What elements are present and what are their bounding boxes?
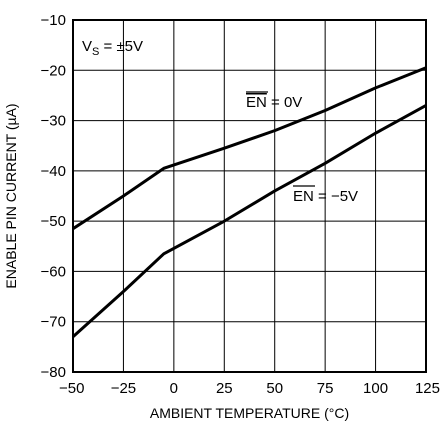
condition-subscript: S	[92, 46, 99, 58]
plot-frame	[72, 19, 427, 373]
x-tick-label: 50	[266, 380, 283, 397]
x-tick-label: 0	[170, 380, 178, 397]
x-tick-label: 100	[363, 380, 388, 397]
x-tick-label: −25	[111, 380, 136, 397]
x-axis-label: AMBIENT TEMPERATURE (°C)	[150, 405, 349, 421]
x-tick-label: −50	[59, 380, 84, 397]
y-tick-label: −10	[41, 12, 66, 29]
series-label-en-0v-overbar: EN	[246, 94, 267, 111]
x-tick-labels: −50 −25 0 25 50 75 100 125	[59, 380, 440, 397]
series-label-en-0v: EN = 0V	[246, 94, 302, 111]
y-tick-label: −30	[41, 113, 66, 130]
series-line-0	[72, 66, 427, 230]
y-tick-label: −20	[41, 62, 66, 79]
y-tick-label: −80	[41, 364, 66, 381]
y-tick-labels: −10 −20 −30 −40 −50 −60 −70 −80	[41, 12, 66, 381]
series-label-en-neg5v: EN = −5V	[293, 188, 358, 205]
series-label-en-0v-rest: = 0V	[267, 94, 302, 111]
data-lines	[71, 66, 427, 338]
y-tick-label: −70	[41, 314, 66, 331]
x-tick-label: 25	[216, 380, 233, 397]
x-tick-label: 125	[415, 380, 440, 397]
series-line-1	[71, 104, 427, 338]
y-tick-label: −60	[41, 263, 66, 280]
y-axis-label: ENABLE PIN CURRENT (µA)	[3, 103, 19, 288]
condition-rest: = ±5V	[99, 38, 143, 55]
grid-lines	[72, 19, 427, 373]
series-label-en-neg5v-rest: = −5V	[314, 188, 358, 205]
x-tick-label: 75	[317, 380, 334, 397]
y-tick-label: −40	[41, 163, 66, 180]
y-tick-label: −50	[41, 213, 66, 230]
condition-main: V	[82, 38, 92, 55]
series-label-en-neg5v-overbar: EN	[293, 188, 314, 205]
supply-condition-label: VS = ±5V	[82, 38, 143, 58]
